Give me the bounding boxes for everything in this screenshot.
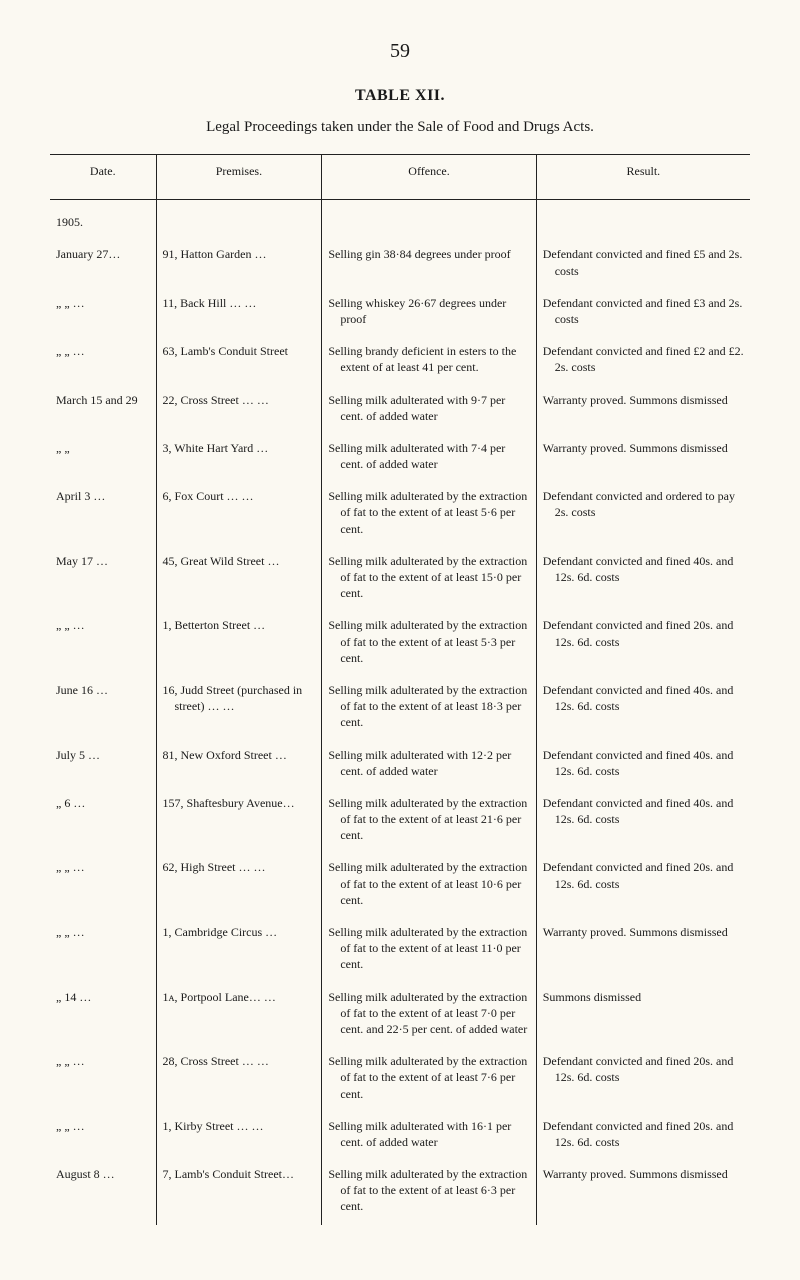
table-row: August 8 …7, Lamb's Conduit Street…Selli… bbox=[50, 1160, 750, 1225]
table-row: „ „ …28, Cross Street … …Selling milk ad… bbox=[50, 1047, 750, 1112]
premises-cell: 28, Cross Street … … bbox=[156, 1047, 322, 1112]
offence-cell: Selling milk adulterated by the extracti… bbox=[322, 983, 536, 1048]
table-row: „ 6 …157, Shaftesbury Avenue…Selling mil… bbox=[50, 789, 750, 854]
premises-cell: 11, Back Hill … … bbox=[156, 289, 322, 337]
date-cell: July 5 … bbox=[50, 741, 156, 789]
col-offence: Offence. bbox=[322, 155, 536, 200]
subtitle: Legal Proceedings taken under the Sale o… bbox=[50, 119, 750, 136]
year-row: 1905. bbox=[50, 200, 750, 241]
result-cell: Defendant convicted and fined 40s. and 1… bbox=[536, 789, 750, 854]
table-row: „ „ …11, Back Hill … …Selling whiskey 26… bbox=[50, 289, 750, 337]
result-cell: Defendant convicted and fined 20s. and 1… bbox=[536, 1112, 750, 1160]
table-row: „ „ …1, Kirby Street … …Selling milk adu… bbox=[50, 1112, 750, 1160]
col-result: Result. bbox=[536, 155, 750, 200]
empty-cell bbox=[536, 200, 750, 241]
premises-cell: 16, Judd Street (purchased in street) … … bbox=[156, 676, 322, 741]
date-cell: „ 14 … bbox=[50, 983, 156, 1048]
date-cell: March 15 and 29 bbox=[50, 386, 156, 434]
premises-cell: 45, Great Wild Street … bbox=[156, 547, 322, 612]
result-cell: Defendant convicted and fined 40s. and 1… bbox=[536, 741, 750, 789]
result-cell: Warranty proved. Summons dismissed bbox=[536, 434, 750, 482]
table-row: „ „ …62, High Street … …Selling milk adu… bbox=[50, 853, 750, 918]
offence-cell: Selling milk adulterated by the extracti… bbox=[322, 1047, 536, 1112]
date-cell: „ „ … bbox=[50, 337, 156, 385]
result-cell: Defendant convicted and fined 40s. and 1… bbox=[536, 676, 750, 741]
date-cell: „ 6 … bbox=[50, 789, 156, 854]
table-row: „ „ …1, Cambridge Circus …Selling milk a… bbox=[50, 918, 750, 983]
premises-cell: 1, Kirby Street … … bbox=[156, 1112, 322, 1160]
result-cell: Warranty proved. Summons dismissed bbox=[536, 386, 750, 434]
offence-cell: Selling milk adulterated by the extracti… bbox=[322, 853, 536, 918]
result-cell: Defendant convicted and ordered to pay 2… bbox=[536, 482, 750, 547]
premises-cell: 1, Betterton Street … bbox=[156, 611, 322, 676]
offence-cell: Selling gin 38·84 degrees under proof bbox=[322, 240, 536, 288]
date-cell: May 17 … bbox=[50, 547, 156, 612]
date-cell: „ „ … bbox=[50, 1112, 156, 1160]
offence-cell: Selling milk adulterated with 9·7 per ce… bbox=[322, 386, 536, 434]
offence-cell: Selling milk adulterated with 16·1 per c… bbox=[322, 1112, 536, 1160]
empty-cell bbox=[322, 200, 536, 241]
offence-cell: Selling milk adulterated by the extracti… bbox=[322, 482, 536, 547]
premises-cell: 1, Cambridge Circus … bbox=[156, 918, 322, 983]
table-row: „ 14 …1ᴀ, Portpool Lane… …Selling milk a… bbox=[50, 983, 750, 1048]
date-cell: August 8 … bbox=[50, 1160, 156, 1225]
header-row: Date. Premises. Offence. Result. bbox=[50, 155, 750, 200]
premises-cell: 7, Lamb's Conduit Street… bbox=[156, 1160, 322, 1225]
offence-cell: Selling milk adulterated by the extracti… bbox=[322, 1160, 536, 1225]
result-cell: Defendant convicted and fined 20s. and 1… bbox=[536, 611, 750, 676]
premises-cell: 157, Shaftesbury Avenue… bbox=[156, 789, 322, 854]
date-cell: January 27… bbox=[50, 240, 156, 288]
premises-cell: 81, New Oxford Street … bbox=[156, 741, 322, 789]
date-cell: „ „ … bbox=[50, 918, 156, 983]
offence-cell: Selling milk adulterated by the extracti… bbox=[322, 611, 536, 676]
result-cell: Defendant convicted and fined 40s. and 1… bbox=[536, 547, 750, 612]
table-row: April 3 …6, Fox Court … …Selling milk ad… bbox=[50, 482, 750, 547]
col-date: Date. bbox=[50, 155, 156, 200]
date-cell: „ „ … bbox=[50, 1047, 156, 1112]
table-row: May 17 …45, Great Wild Street …Selling m… bbox=[50, 547, 750, 612]
year-label: 1905. bbox=[50, 200, 156, 241]
table-row: June 16 …16, Judd Street (purchased in s… bbox=[50, 676, 750, 741]
premises-cell: 22, Cross Street … … bbox=[156, 386, 322, 434]
premises-cell: 63, Lamb's Conduit Street bbox=[156, 337, 322, 385]
table-row: „ „ …63, Lamb's Conduit StreetSelling br… bbox=[50, 337, 750, 385]
result-cell: Defendant convicted and fined £5 and 2s.… bbox=[536, 240, 750, 288]
offence-cell: Selling milk adulterated by the extracti… bbox=[322, 918, 536, 983]
result-cell: Warranty proved. Summons dismissed bbox=[536, 1160, 750, 1225]
date-cell: April 3 … bbox=[50, 482, 156, 547]
result-cell: Warranty proved. Summons dismissed bbox=[536, 918, 750, 983]
premises-cell: 91, Hatton Garden … bbox=[156, 240, 322, 288]
date-cell: „ „ … bbox=[50, 289, 156, 337]
premises-cell: 62, High Street … … bbox=[156, 853, 322, 918]
result-cell: Defendant convicted and fined 20s. and 1… bbox=[536, 853, 750, 918]
table-row: July 5 …81, New Oxford Street …Selling m… bbox=[50, 741, 750, 789]
offence-cell: Selling milk adulterated with 7·4 per ce… bbox=[322, 434, 536, 482]
table-title: TABLE XII. bbox=[50, 87, 750, 105]
offence-cell: Selling milk adulterated with 12·2 per c… bbox=[322, 741, 536, 789]
result-cell: Summons dismissed bbox=[536, 983, 750, 1048]
offence-cell: Selling milk adulterated by the extracti… bbox=[322, 676, 536, 741]
offence-cell: Selling milk adulterated by the extracti… bbox=[322, 547, 536, 612]
date-cell: „ „ … bbox=[50, 611, 156, 676]
premises-cell: 1ᴀ, Portpool Lane… … bbox=[156, 983, 322, 1048]
date-cell: „ „ … bbox=[50, 853, 156, 918]
proceedings-table: Date. Premises. Offence. Result. 1905.Ja… bbox=[50, 154, 750, 1225]
table-row: January 27…91, Hatton Garden …Selling gi… bbox=[50, 240, 750, 288]
offence-cell: Selling whiskey 26·67 degrees under proo… bbox=[322, 289, 536, 337]
page-number: 59 bbox=[50, 40, 750, 63]
result-cell: Defendant convicted and fined £3 and 2s.… bbox=[536, 289, 750, 337]
premises-cell: 6, Fox Court … … bbox=[156, 482, 322, 547]
table-row: March 15 and 2922, Cross Street … …Selli… bbox=[50, 386, 750, 434]
offence-cell: Selling brandy deficient in esters to th… bbox=[322, 337, 536, 385]
table-row: „ „ …1, Betterton Street …Selling milk a… bbox=[50, 611, 750, 676]
result-cell: Defendant convicted and fined £2 and £2.… bbox=[536, 337, 750, 385]
date-cell: „ „ bbox=[50, 434, 156, 482]
result-cell: Defendant convicted and fined 20s. and 1… bbox=[536, 1047, 750, 1112]
date-cell: June 16 … bbox=[50, 676, 156, 741]
table-row: „ „3, White Hart Yard …Selling milk adul… bbox=[50, 434, 750, 482]
premises-cell: 3, White Hart Yard … bbox=[156, 434, 322, 482]
offence-cell: Selling milk adulterated by the extracti… bbox=[322, 789, 536, 854]
empty-cell bbox=[156, 200, 322, 241]
col-premises: Premises. bbox=[156, 155, 322, 200]
